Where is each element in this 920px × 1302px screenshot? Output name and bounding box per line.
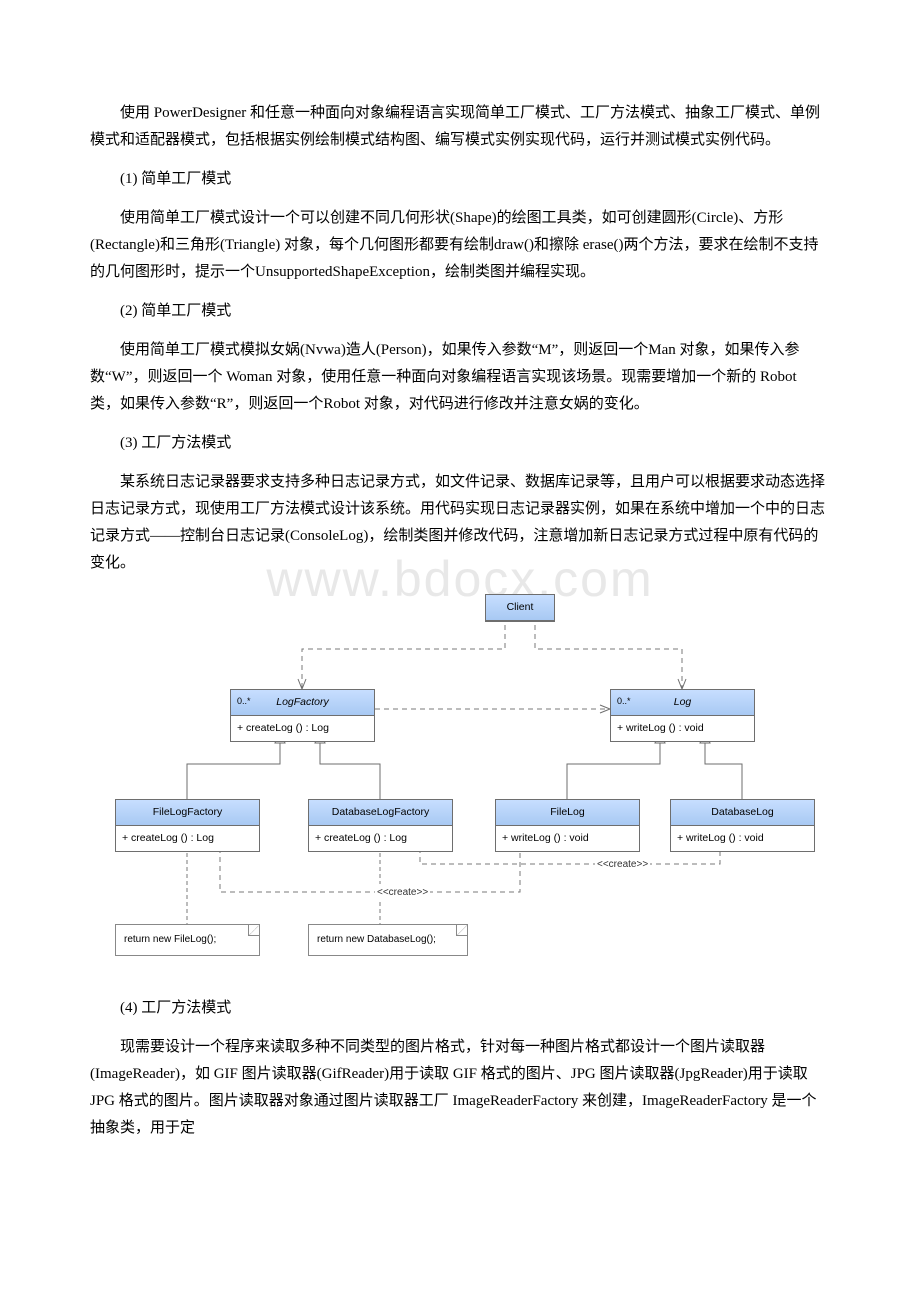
section-2-paragraph: 使用简单工厂模式模拟女娲(Nvwa)造人(Person)，如果传入参数“M”，则… <box>90 337 830 418</box>
intro-paragraph: 使用 PowerDesigner 和任意一种面向对象编程语言实现简单工厂模式、工… <box>90 100 830 154</box>
uml-diagram: www.bdocx.com Cl <box>90 589 830 979</box>
databaselogfactory-name: DatabaseLogFactory <box>309 800 452 826</box>
databaselogfactory-method: + createLog () : Log <box>309 826 452 851</box>
create-label-2: <<create>> <box>595 856 650 874</box>
filelogfactory-name: FileLogFactory <box>116 800 259 826</box>
section-2-heading: (2) 简单工厂模式 <box>90 298 830 325</box>
section-1-paragraph: 使用简单工厂模式设计一个可以创建不同几何形状(Shape)的绘图工具类，如可创建… <box>90 205 830 286</box>
logfactory-method: + createLog () : Log <box>231 716 374 741</box>
uml-class-client-name: Client <box>486 595 554 621</box>
section-3-paragraph: 某系统日志记录器要求支持多种日志记录方式，如文件记录、数据库记录等，且用户可以根… <box>90 469 830 577</box>
logfactory-name: LogFactory <box>276 696 329 708</box>
uml-note-databaselog: return new DatabaseLog(); <box>308 924 468 956</box>
create-label-1: <<create>> <box>375 884 430 902</box>
uml-class-logfactory: 0..* LogFactory + createLog () : Log <box>230 689 375 742</box>
uml-class-client: Client <box>485 594 555 622</box>
filelogfactory-method: + createLog () : Log <box>116 826 259 851</box>
uml-note-filelog: return new FileLog(); <box>115 924 260 956</box>
databaselog-name: DatabaseLog <box>671 800 814 826</box>
section-4-heading: (4) 工厂方法模式 <box>90 995 830 1022</box>
uml-class-filelog: FileLog + writeLog () : void <box>495 799 640 852</box>
diagram-connectors <box>90 589 830 979</box>
log-method: + writeLog () : void <box>611 716 754 741</box>
log-stereo: 0..* <box>617 693 631 709</box>
uml-class-databaselog: DatabaseLog + writeLog () : void <box>670 799 815 852</box>
log-name: Log <box>674 696 692 708</box>
logfactory-stereo: 0..* <box>237 693 251 709</box>
uml-class-filelogfactory: FileLogFactory + createLog () : Log <box>115 799 260 852</box>
uml-class-log: 0..* Log + writeLog () : void <box>610 689 755 742</box>
section-3-heading: (3) 工厂方法模式 <box>90 430 830 457</box>
uml-class-databaselogfactory: DatabaseLogFactory + createLog () : Log <box>308 799 453 852</box>
section-1-heading: (1) 简单工厂模式 <box>90 166 830 193</box>
filelog-name: FileLog <box>496 800 639 826</box>
filelog-method: + writeLog () : void <box>496 826 639 851</box>
databaselog-method: + writeLog () : void <box>671 826 814 851</box>
section-4-paragraph: 现需要设计一个程序来读取多种不同类型的图片格式，针对每一种图片格式都设计一个图片… <box>90 1034 830 1142</box>
